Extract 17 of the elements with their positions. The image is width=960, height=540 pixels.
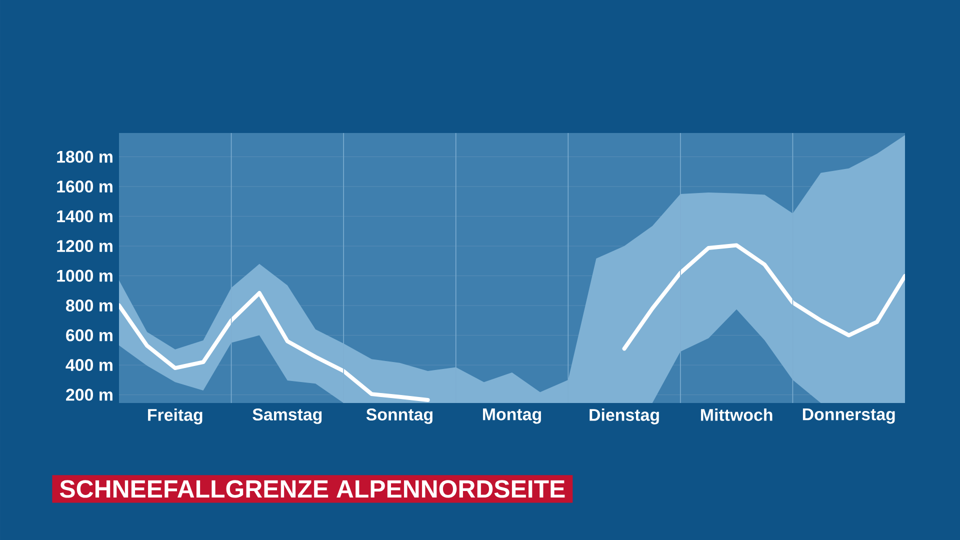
x-tick-label: Dienstag xyxy=(590,408,659,424)
text: SCHNEEFALLGRENZE ALPENNORDSEITE xyxy=(60,480,565,498)
y-tick-label: 1600 m xyxy=(57,180,112,193)
y-tick-label: 600 m xyxy=(66,329,112,342)
y-tick-label: 800 m xyxy=(66,300,112,312)
x-tick-label: Donnerstag xyxy=(802,408,895,424)
y-tick-label: 1200 m xyxy=(57,240,112,252)
y-tick-label: 200 m xyxy=(66,388,112,401)
y-tick-label: 1400 m xyxy=(57,210,112,222)
y-tick-label: 1800 m xyxy=(57,150,112,163)
x-tick-label: Mittwoch xyxy=(701,408,772,421)
y-tick-label: 400 m xyxy=(66,359,112,372)
x-tick-label: Sonntag xyxy=(366,408,432,424)
y-tick-label: 1000 m xyxy=(57,270,112,282)
x-tick-label: Freitag xyxy=(148,408,202,424)
x-tick-label: Montag xyxy=(483,408,541,424)
x-tick-label: Samstag xyxy=(252,408,322,424)
